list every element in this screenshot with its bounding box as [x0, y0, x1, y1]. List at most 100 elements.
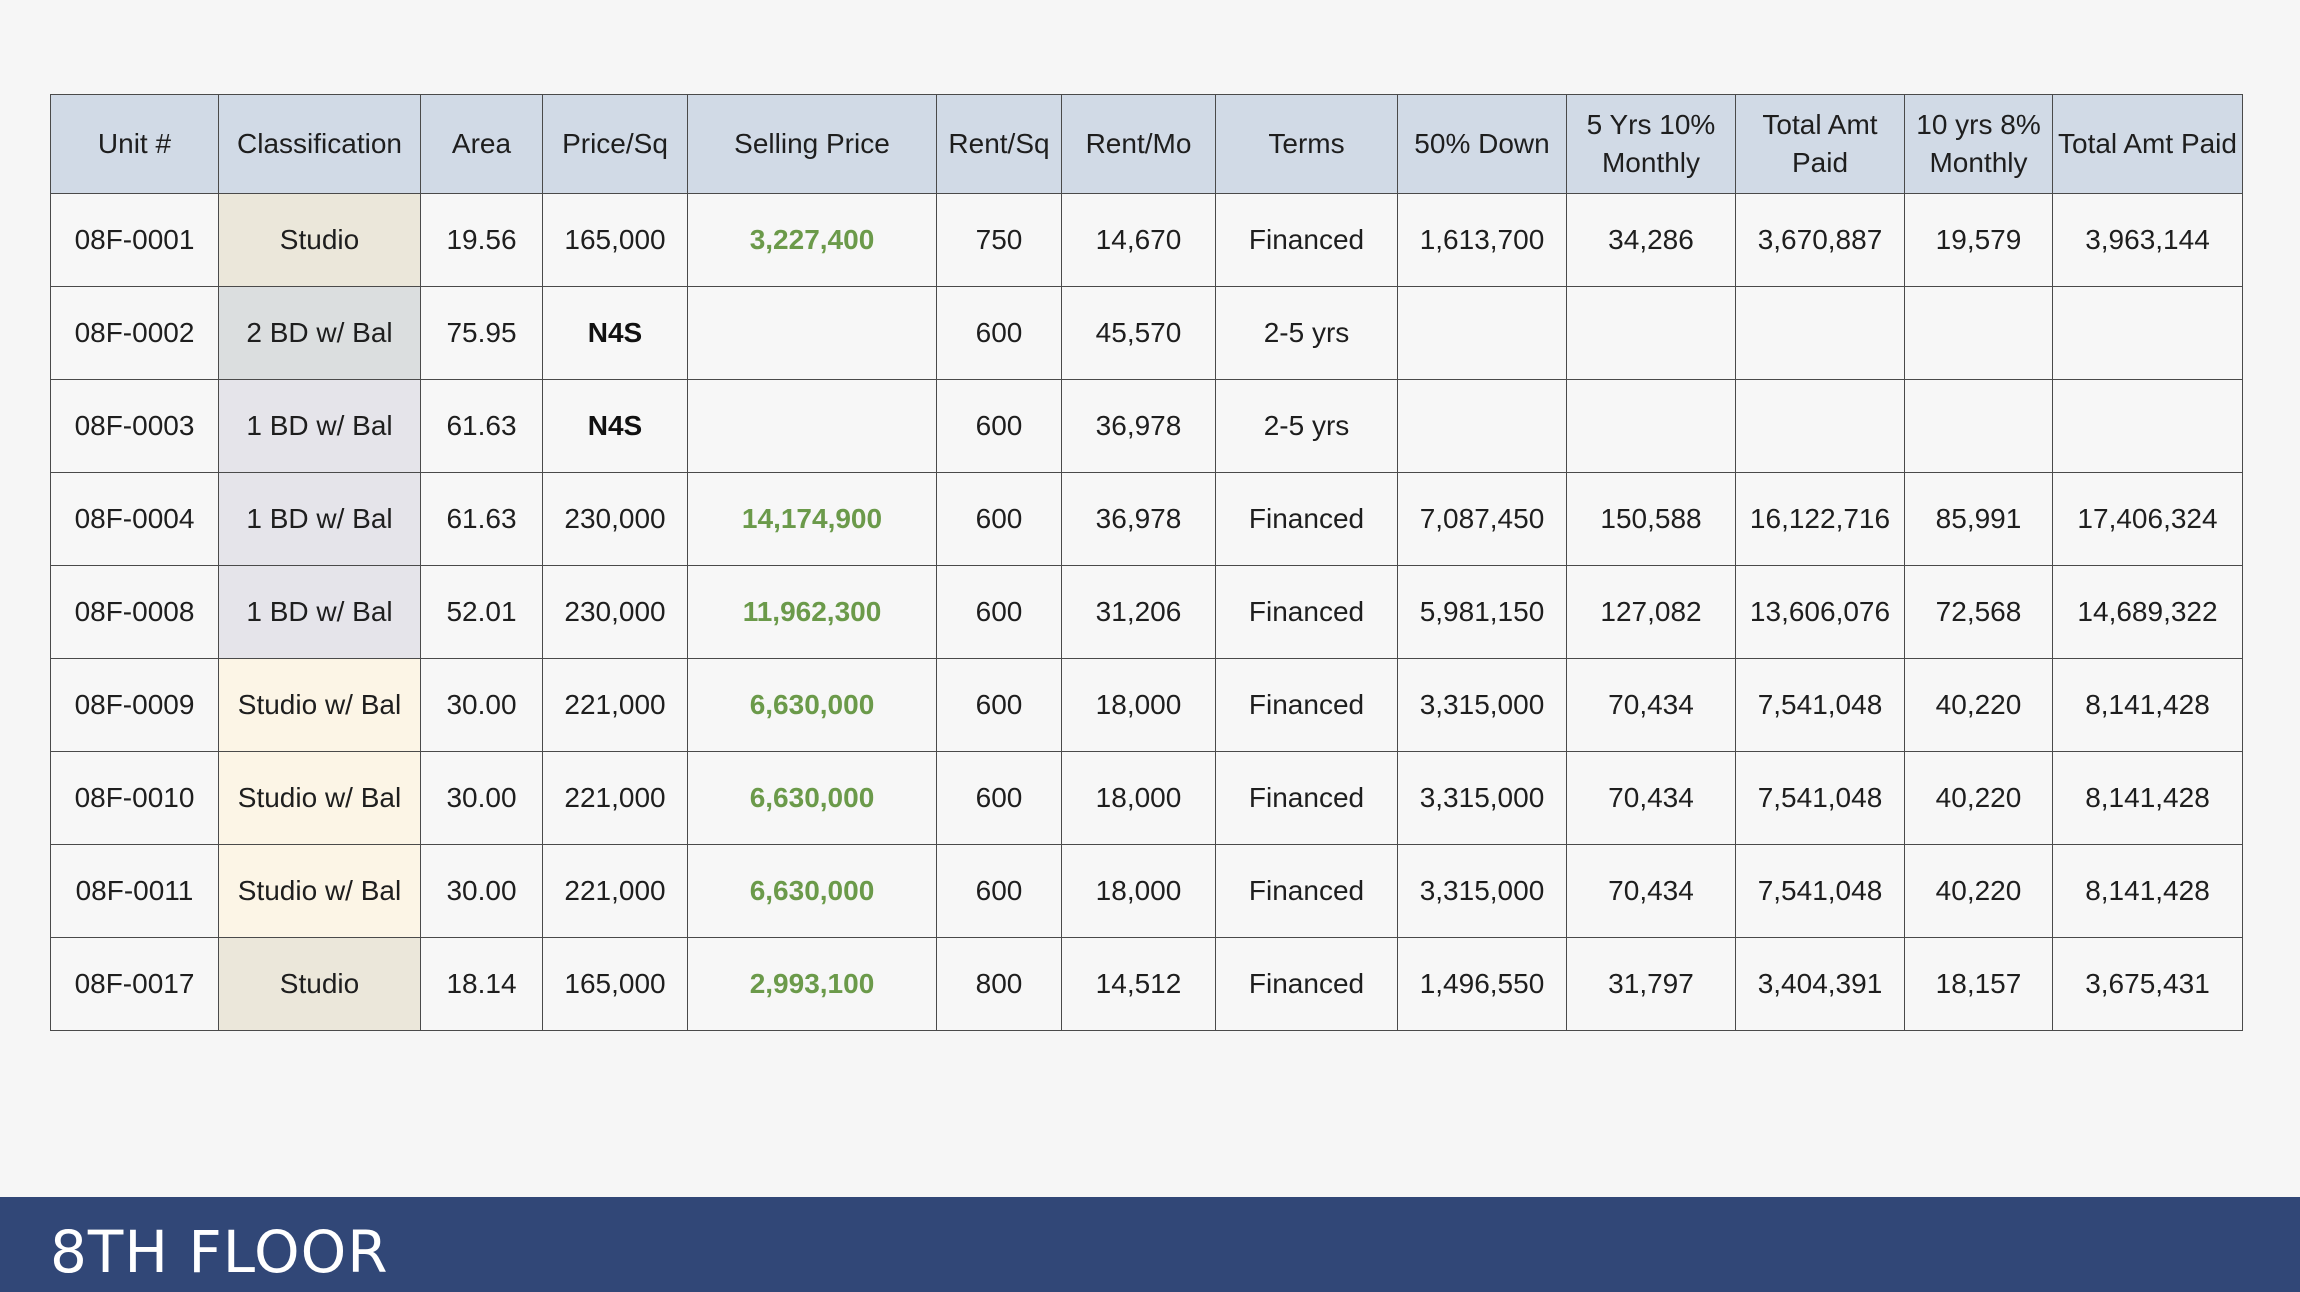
rent-per-sq-cell: 600 [936, 751, 1062, 845]
classification-cell: 1 BD w/ Bal [218, 379, 421, 473]
classification-cell: Studio w/ Bal [218, 658, 421, 752]
terms-cell: Financed [1215, 193, 1398, 287]
area-cell: 19.56 [420, 193, 543, 287]
total-paid-5yr-cell: 16,122,716 [1735, 472, 1905, 566]
rent-per-month-cell: 18,000 [1061, 751, 1216, 845]
rent-per-sq-cell: 800 [936, 937, 1062, 1031]
rent-per-month-cell: 18,000 [1061, 844, 1216, 938]
selling-price-cell [687, 379, 937, 473]
classification-cell: Studio w/ Bal [218, 751, 421, 845]
table-row: 08F-0009 Studio w/ Bal 30.00 221,000 6,630,0… [50, 658, 2243, 752]
total-paid-5yr-cell: 13,606,076 [1735, 565, 1905, 659]
total-paid-10yr-cell: 3,675,431 [2052, 937, 2243, 1031]
price-per-sq-cell: 230,000 [542, 565, 688, 659]
header-selling-price: Selling Price [687, 94, 937, 194]
unit-cell: 08F-0008 [50, 565, 219, 659]
total-paid-10yr-cell [2052, 286, 2243, 380]
monthly-5yr-cell [1566, 379, 1736, 473]
rent-per-sq-cell: 600 [936, 472, 1062, 566]
area-cell: 30.00 [420, 751, 543, 845]
down-payment-cell: 1,613,700 [1397, 193, 1567, 287]
table-row: 08F-0001 Studio 19.56 165,000 3,227,400 750 14… [50, 193, 2243, 287]
total-paid-5yr-cell: 7,541,048 [1735, 751, 1905, 845]
price-per-sq-cell: 165,000 [542, 193, 688, 287]
rent-per-month-cell: 36,978 [1061, 379, 1216, 473]
down-payment-cell: 7,087,450 [1397, 472, 1567, 566]
monthly-10yr-cell [1904, 286, 2053, 380]
total-paid-5yr-cell: 7,541,048 [1735, 658, 1905, 752]
classification-cell: 1 BD w/ Bal [218, 472, 421, 566]
total-paid-10yr-cell: 8,141,428 [2052, 844, 2243, 938]
unit-cell: 08F-0017 [50, 937, 219, 1031]
monthly-5yr-cell: 150,588 [1566, 472, 1736, 566]
units-table-container: Unit # Classification Area Price/Sq Selling … [50, 94, 2243, 1031]
total-paid-10yr-cell: 17,406,324 [2052, 472, 2243, 566]
header-total-paid-10yr: Total Amt Paid [2052, 94, 2243, 194]
total-paid-10yr-cell: 8,141,428 [2052, 751, 2243, 845]
monthly-5yr-cell: 34,286 [1566, 193, 1736, 287]
header-classification: Classification [218, 94, 421, 194]
header-5yr-monthly: 5 Yrs 10% Monthly [1566, 94, 1736, 194]
area-cell: 61.63 [420, 472, 543, 566]
header-row: Unit # Classification Area Price/Sq Selling … [50, 94, 2243, 194]
header-rent-per-month: Rent/Mo [1061, 94, 1216, 194]
monthly-10yr-cell: 85,991 [1904, 472, 2053, 566]
price-per-sq-cell: N4S [542, 286, 688, 380]
rent-per-month-cell: 45,570 [1061, 286, 1216, 380]
terms-cell: 2-5 yrs [1215, 379, 1398, 473]
header-50-down: 50% Down [1397, 94, 1567, 194]
area-cell: 30.00 [420, 844, 543, 938]
rent-per-sq-cell: 600 [936, 286, 1062, 380]
down-payment-cell [1397, 286, 1567, 380]
rent-per-sq-cell: 600 [936, 658, 1062, 752]
price-per-sq-cell: 221,000 [542, 658, 688, 752]
monthly-5yr-cell: 70,434 [1566, 658, 1736, 752]
table-row: 08F-0008 1 BD w/ Bal 52.01 230,000 11,962,30… [50, 565, 2243, 659]
monthly-5yr-cell: 70,434 [1566, 844, 1736, 938]
table-row: 08F-0010 Studio w/ Bal 30.00 221,000 6,630,0… [50, 751, 2243, 845]
table-row: 08F-0004 1 BD w/ Bal 61.63 230,000 14,174,90… [50, 472, 2243, 566]
classification-cell: Studio [218, 937, 421, 1031]
rent-per-month-cell: 18,000 [1061, 658, 1216, 752]
rent-per-month-cell: 14,512 [1061, 937, 1216, 1031]
area-cell: 61.63 [420, 379, 543, 473]
classification-cell: 1 BD w/ Bal [218, 565, 421, 659]
price-per-sq-cell: 165,000 [542, 937, 688, 1031]
monthly-10yr-cell: 72,568 [1904, 565, 2053, 659]
monthly-10yr-cell: 18,157 [1904, 937, 2053, 1031]
header-10yr-monthly: 10 yrs 8% Monthly [1904, 94, 2053, 194]
area-cell: 18.14 [420, 937, 543, 1031]
total-paid-10yr-cell [2052, 379, 2243, 473]
unit-cell: 08F-0004 [50, 472, 219, 566]
units-table: Unit # Classification Area Price/Sq Selling … [50, 94, 2243, 1031]
selling-price-cell: 11,962,300 [687, 565, 937, 659]
monthly-10yr-cell: 40,220 [1904, 658, 2053, 752]
monthly-10yr-cell: 40,220 [1904, 751, 2053, 845]
area-cell: 75.95 [420, 286, 543, 380]
terms-cell: Financed [1215, 658, 1398, 752]
terms-cell: 2-5 yrs [1215, 286, 1398, 380]
price-per-sq-cell: 221,000 [542, 751, 688, 845]
selling-price-cell: 14,174,900 [687, 472, 937, 566]
total-paid-5yr-cell [1735, 286, 1905, 380]
total-paid-5yr-cell [1735, 379, 1905, 473]
table-row: 08F-0002 2 BD w/ Bal 75.95 N4S 600 45,570 2-5 … [50, 286, 2243, 380]
total-paid-5yr-cell: 7,541,048 [1735, 844, 1905, 938]
header-area: Area [420, 94, 543, 194]
terms-cell: Financed [1215, 844, 1398, 938]
table-row: 08F-0017 Studio 18.14 165,000 2,993,100 800 14… [50, 937, 2243, 1031]
total-paid-10yr-cell: 14,689,322 [2052, 565, 2243, 659]
total-paid-10yr-cell: 8,141,428 [2052, 658, 2243, 752]
monthly-5yr-cell: 127,082 [1566, 565, 1736, 659]
monthly-10yr-cell: 19,579 [1904, 193, 2053, 287]
unit-cell: 08F-0009 [50, 658, 219, 752]
down-payment-cell [1397, 379, 1567, 473]
rent-per-sq-cell: 600 [936, 565, 1062, 659]
price-per-sq-cell: 230,000 [542, 472, 688, 566]
classification-cell: Studio [218, 193, 421, 287]
rent-per-month-cell: 31,206 [1061, 565, 1216, 659]
price-per-sq-cell: N4S [542, 379, 688, 473]
table-row: 08F-0011 Studio w/ Bal 30.00 221,000 6,630,0… [50, 844, 2243, 938]
total-paid-5yr-cell: 3,404,391 [1735, 937, 1905, 1031]
area-cell: 30.00 [420, 658, 543, 752]
